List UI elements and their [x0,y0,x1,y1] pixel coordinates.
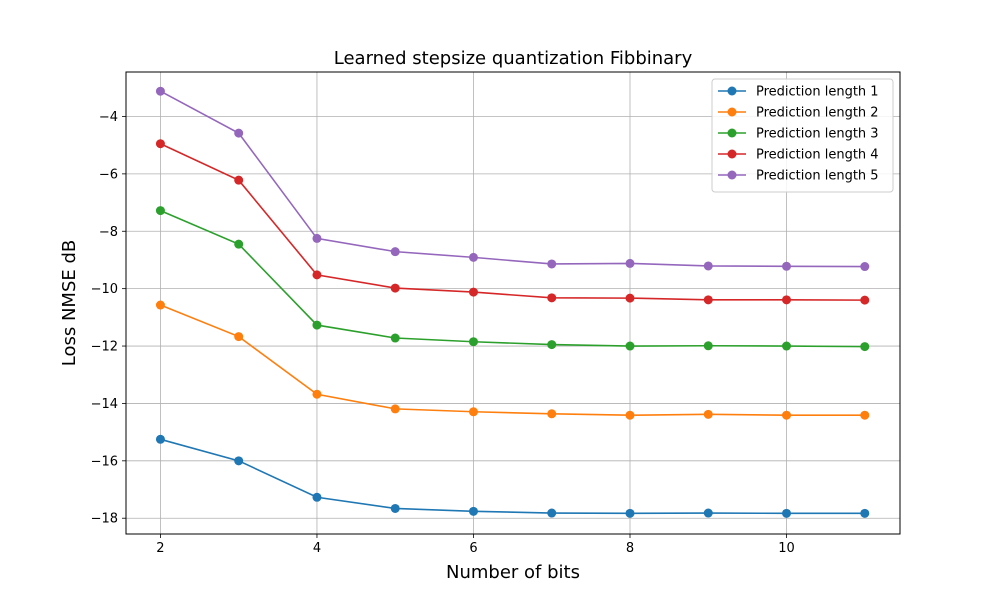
data-point [155,300,165,310]
data-point [625,508,635,518]
series-line [160,438,865,515]
data-point [703,295,713,305]
data-point [390,247,400,257]
legend-box [711,78,894,193]
chart-title: Learned stepsize quantization Fibbinary [334,48,693,69]
legend-item: Prediction length 1 [718,85,879,100]
data-point [468,252,478,262]
data-point [390,404,400,414]
data-point [703,261,713,271]
y-tick-label: −8 [99,225,118,240]
data-point [468,337,478,347]
legend-swatch-marker [727,86,737,96]
data-point [625,258,635,268]
series-line [160,209,865,348]
series-line [160,304,865,417]
legend-swatch-marker [727,149,737,159]
series-line [160,143,865,301]
y-tick-label: −12 [91,340,118,355]
data-point [312,389,322,399]
y-tick-label: −14 [91,397,118,412]
x-tick-label: 6 [469,541,477,556]
data-point [703,508,713,518]
plot-area-frame [125,71,901,535]
y-tick-label: −18 [91,512,118,527]
series-1 [155,434,870,518]
data-point [547,259,557,269]
y-tick-label: −16 [91,454,118,469]
legend-swatch-marker [727,107,737,117]
data-point [155,206,165,216]
data-point [312,233,322,243]
data-point [468,506,478,516]
x-tick-label: 4 [313,541,321,556]
legend-label: Prediction length 3 [756,127,879,142]
data-point [155,86,165,96]
legend-swatch-marker [727,170,737,180]
data-point [390,333,400,343]
legend-item: Prediction length 4 [718,148,879,163]
data-point [625,341,635,351]
data-point [860,410,870,420]
data-point [390,283,400,293]
data-point [468,287,478,297]
legend-swatch-marker [727,128,737,138]
data-point [390,503,400,513]
data-point [234,175,244,185]
legend: Prediction length 1 Prediction length 2 Pr… [711,78,894,193]
data-point [547,508,557,518]
data-point [234,456,244,466]
series-line [160,90,865,268]
series-2 [155,300,870,420]
data-point [782,341,792,351]
data-point [703,341,713,351]
series-layer [155,86,870,518]
data-point [782,261,792,271]
data-point [312,270,322,280]
x-axis-title: Number of bits [446,562,580,583]
data-point [547,293,557,303]
legend-item: Prediction length 3 [718,127,879,142]
y-axis-title: Loss NMSE dB [59,240,80,367]
legend-label: Prediction length 1 [756,85,879,100]
legend-item: Prediction length 2 [718,106,879,121]
data-point [782,295,792,305]
data-point [860,295,870,305]
data-point [860,508,870,518]
data-point [782,508,792,518]
axis-ticks: 2 4 6 8 10 −4 −6 −8 −10 −12 −14 −16 −18 [91,110,795,556]
data-point [234,332,244,342]
data-point [234,239,244,249]
data-point [547,340,557,350]
x-tick-label: 8 [626,541,634,556]
legend-label: Prediction length 5 [756,169,879,184]
y-tick-label: −6 [99,167,118,182]
data-point [860,342,870,352]
series-5 [155,86,870,272]
data-point [312,492,322,502]
data-point [860,262,870,272]
data-point [155,139,165,149]
data-point [234,128,244,138]
data-point [625,410,635,420]
y-tick-label: −4 [99,110,118,125]
data-point [155,434,165,444]
legend-label: Prediction length 4 [756,148,879,163]
data-point [468,407,478,417]
series-3 [155,206,870,352]
data-point [312,320,322,330]
data-point [547,409,557,419]
series-4 [155,139,870,305]
legend-label: Prediction length 2 [756,106,879,121]
data-point [782,410,792,420]
x-tick-label: 2 [156,541,164,556]
data-point [703,409,713,419]
y-tick-label: −10 [91,282,118,297]
legend-item: Prediction length 5 [718,169,879,184]
data-point [625,293,635,303]
x-tick-label: 10 [778,541,795,556]
